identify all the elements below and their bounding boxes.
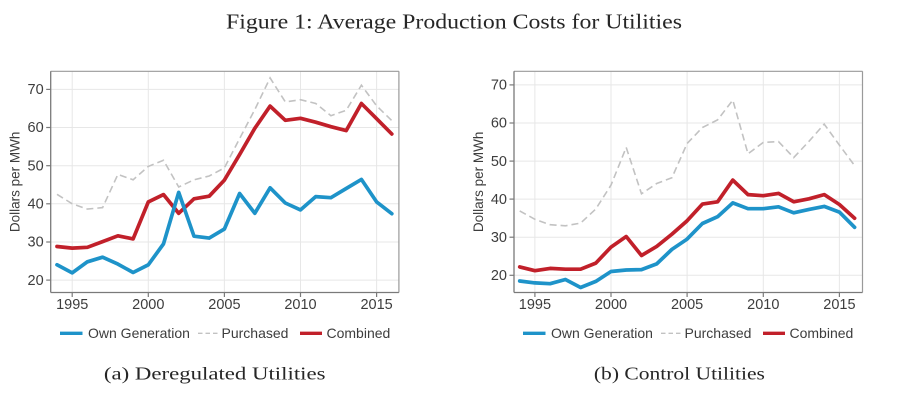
- svg-text:70: 70: [28, 82, 44, 98]
- svg-text:2000: 2000: [132, 297, 164, 313]
- svg-text:50: 50: [491, 154, 507, 170]
- svg-text:Figure 1: Average Production C: Figure 1: Average Production Costs for U…: [226, 10, 682, 34]
- svg-text:2005: 2005: [671, 297, 703, 313]
- svg-text:Purchased: Purchased: [222, 325, 289, 341]
- svg-text:60: 60: [491, 116, 507, 132]
- svg-text:2015: 2015: [823, 297, 855, 313]
- svg-text:Dollars per MWh: Dollars per MWh: [8, 132, 23, 233]
- svg-text:40: 40: [28, 197, 44, 213]
- svg-text:2010: 2010: [284, 297, 316, 313]
- svg-text:(b) Control Utilities: (b) Control Utilities: [594, 364, 765, 385]
- svg-text:2005: 2005: [208, 297, 240, 313]
- svg-text:60: 60: [28, 120, 44, 136]
- svg-text:50: 50: [28, 158, 44, 174]
- svg-text:30: 30: [491, 230, 507, 246]
- svg-text:70: 70: [491, 78, 507, 94]
- svg-text:(a) Deregulated Utilities: (a) Deregulated Utilities: [104, 364, 326, 385]
- svg-text:Combined: Combined: [327, 325, 391, 341]
- svg-text:2015: 2015: [360, 297, 392, 313]
- svg-text:Purchased: Purchased: [685, 325, 752, 341]
- svg-text:Own Generation: Own Generation: [88, 325, 190, 341]
- svg-text:Dollars per MWh: Dollars per MWh: [471, 132, 486, 233]
- svg-text:2000: 2000: [595, 297, 627, 313]
- svg-text:20: 20: [491, 268, 507, 284]
- svg-text:Combined: Combined: [790, 325, 854, 341]
- svg-text:Own Generation: Own Generation: [551, 325, 653, 341]
- svg-text:20: 20: [28, 273, 44, 289]
- svg-text:1995: 1995: [519, 297, 551, 313]
- svg-text:40: 40: [491, 192, 507, 208]
- svg-text:1995: 1995: [56, 297, 88, 313]
- svg-text:2010: 2010: [747, 297, 779, 313]
- svg-text:30: 30: [28, 235, 44, 251]
